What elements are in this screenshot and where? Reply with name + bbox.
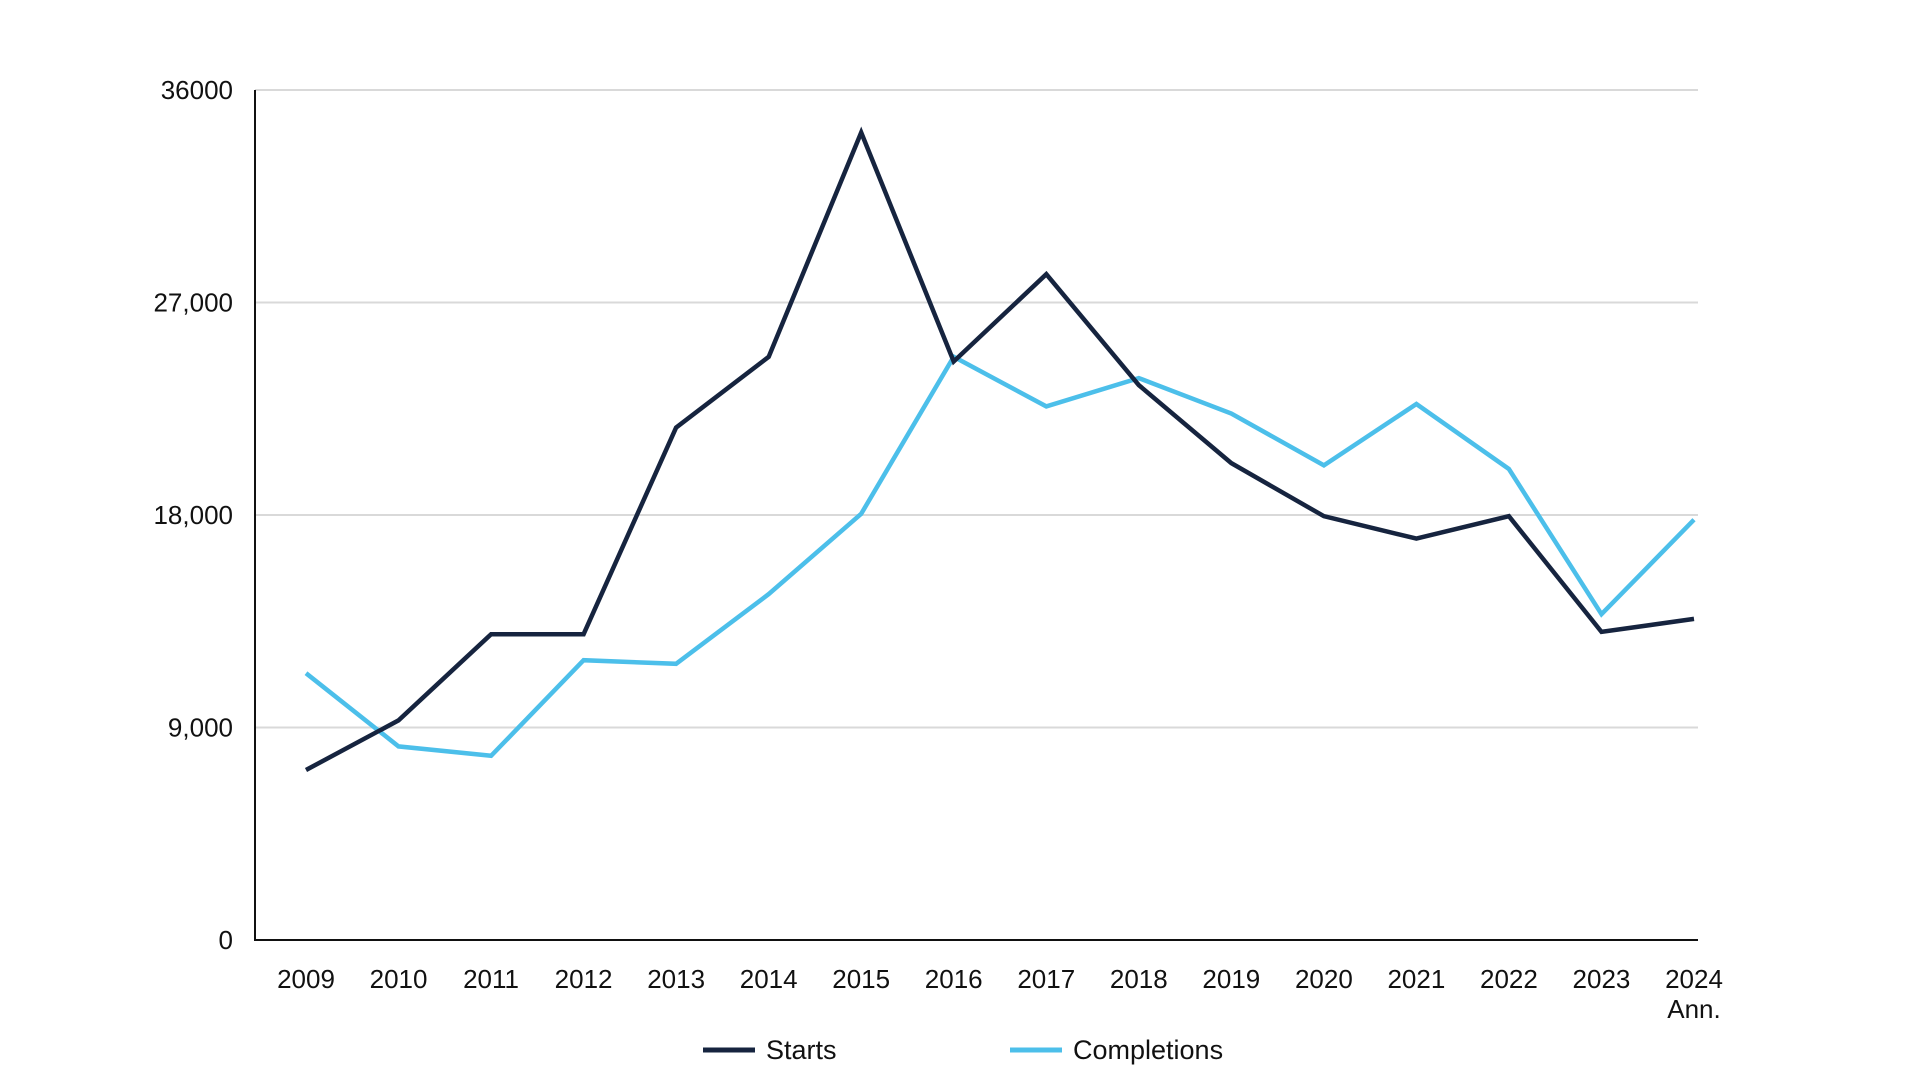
gridlines bbox=[255, 89, 1698, 729]
x-tick-label-line: 2020 bbox=[1295, 964, 1353, 994]
x-tick-label-line: 2011 bbox=[463, 964, 519, 994]
x-tick-label-10: 2019 bbox=[1202, 964, 1260, 994]
y-tick-labels: 0 9,000 18,000 27,000 36000 bbox=[153, 75, 233, 955]
x-tick-label-line: 2013 bbox=[647, 964, 705, 994]
x-tick-label-line: 2014 bbox=[740, 964, 798, 994]
x-tick-label-14: 2023 bbox=[1573, 964, 1631, 994]
x-tick-label-3: 2012 bbox=[555, 964, 613, 994]
x-tick-label-line: 2024 bbox=[1665, 964, 1723, 994]
x-tick-label-line: 2015 bbox=[832, 964, 890, 994]
x-tick-label-1: 2010 bbox=[370, 964, 428, 994]
x-tick-label-line: 2017 bbox=[1017, 964, 1075, 994]
x-tick-label-9: 2018 bbox=[1110, 964, 1168, 994]
x-tick-label-2: 2011 bbox=[463, 964, 519, 994]
x-tick-label-line: 2010 bbox=[370, 964, 428, 994]
y-tick-label-4: 36000 bbox=[161, 75, 233, 105]
x-tick-label-line: Ann. bbox=[1667, 994, 1721, 1024]
x-tick-label-line: 2012 bbox=[555, 964, 613, 994]
x-tick-label-line: 2018 bbox=[1110, 964, 1168, 994]
x-tick-label-line: 2022 bbox=[1480, 964, 1538, 994]
series-line-completions bbox=[304, 353, 1696, 759]
legend-label-completions: Completions bbox=[1073, 1035, 1223, 1065]
x-tick-label-line: 2009 bbox=[277, 964, 335, 994]
legend: Starts Completions bbox=[703, 1035, 1223, 1065]
x-tick-label-line: 2023 bbox=[1573, 964, 1631, 994]
legend-label-starts: Starts bbox=[766, 1035, 837, 1065]
x-tick-label-line: 2019 bbox=[1202, 964, 1260, 994]
x-tick-label-15: 2024 Ann. bbox=[1665, 964, 1723, 1024]
x-tick-label-6: 2015 bbox=[832, 964, 890, 994]
y-tick-label-3: 27,000 bbox=[153, 288, 233, 318]
x-tick-label-12: 2021 bbox=[1387, 964, 1445, 994]
x-tick-label-13: 2022 bbox=[1480, 964, 1538, 994]
axes bbox=[254, 90, 1698, 941]
y-tick-label-1: 9,000 bbox=[168, 713, 233, 743]
y-tick-label-2: 18,000 bbox=[153, 500, 233, 530]
x-tick-labels: 2009 2010 2011 2012 2013 2014 2015 2016 2017 2018… bbox=[277, 964, 1723, 1024]
x-tick-label-8: 2017 bbox=[1017, 964, 1075, 994]
y-tick-label-0: 0 bbox=[219, 925, 233, 955]
x-tick-label-line: 2021 bbox=[1387, 964, 1445, 994]
x-tick-label-5: 2014 bbox=[740, 964, 798, 994]
series-line-starts bbox=[304, 126, 1695, 772]
x-tick-label-line: 2016 bbox=[925, 964, 983, 994]
x-tick-label-0: 2009 bbox=[277, 964, 335, 994]
x-tick-label-4: 2013 bbox=[647, 964, 705, 994]
x-tick-label-11: 2020 bbox=[1295, 964, 1353, 994]
x-tick-label-7: 2016 bbox=[925, 964, 983, 994]
series-lines bbox=[304, 126, 1696, 772]
